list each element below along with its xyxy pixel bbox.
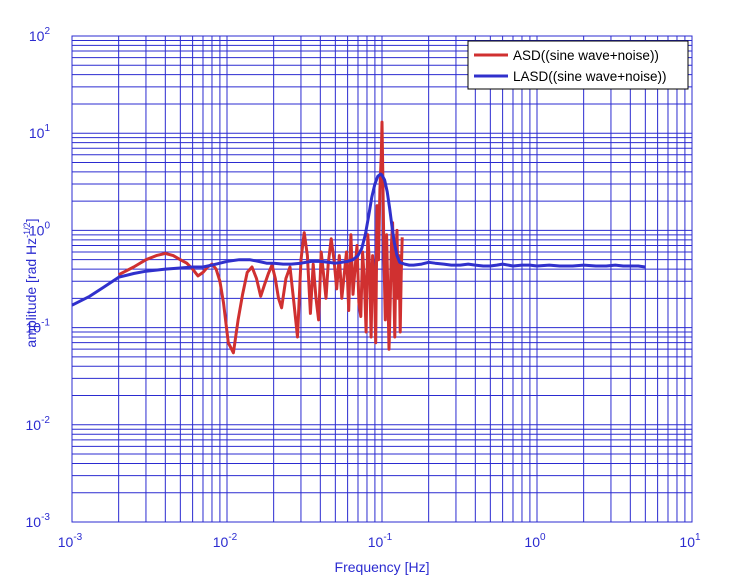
x-tick-label: 100 (524, 532, 546, 550)
x-tick-label: 10-3 (58, 532, 83, 550)
y-axis-label: amplitude [rad Hz-1/2] (22, 218, 39, 347)
x-tick-label: 101 (679, 532, 701, 550)
legend-label-asd: ASD((sine wave+noise)) (513, 48, 659, 63)
legend-label-lasd: LASD((sine wave+noise)) (513, 69, 666, 84)
legend: ASD((sine wave+noise)) LASD((sine wave+n… (467, 40, 689, 90)
y-tick-label: 102 (29, 26, 51, 44)
x-tick-label: 10-2 (213, 532, 238, 550)
y-axis-label-exponent: -1/2 (22, 222, 32, 238)
y-tick-label: 100 (29, 220, 51, 238)
series-asd-line (118, 120, 404, 355)
x-axis-label: Frequency [Hz] (335, 559, 430, 575)
plot-frame (71, 35, 693, 523)
legend-box (467, 40, 689, 90)
y-tick-label: 10-2 (26, 415, 51, 433)
x-tick-label: 10-1 (368, 532, 393, 550)
y-tick-label: 101 (29, 123, 51, 141)
plot-lines (71, 120, 646, 355)
y-tick-label: 10-3 (26, 512, 51, 530)
tick-labels: 10-3 10-2 10-1 100 101 10-3 10-2 10-1 100 101 102 (26, 26, 701, 550)
y-tick-label: 10-1 (26, 318, 51, 336)
series-lasd-line (71, 172, 646, 307)
